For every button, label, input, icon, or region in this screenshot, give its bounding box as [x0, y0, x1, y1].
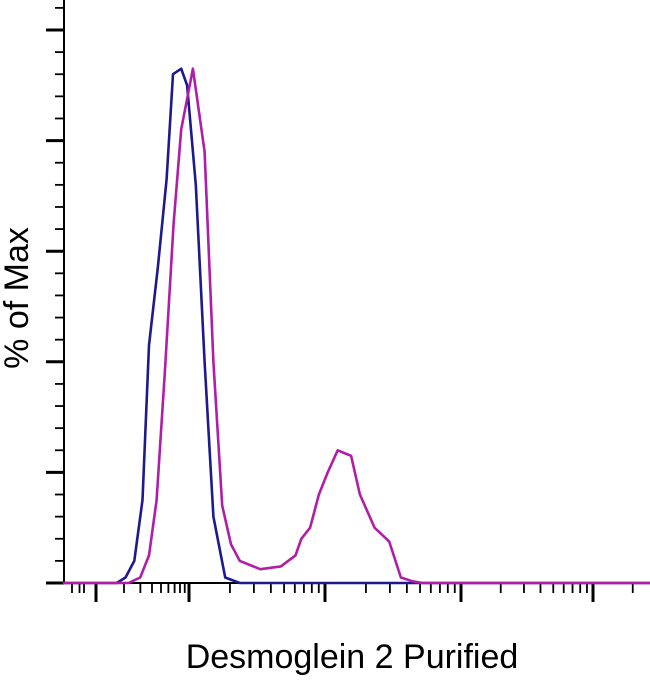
x-axis-label: Desmoglein 2 Purified	[186, 638, 519, 676]
y-axis-ticks	[46, 6, 64, 585]
y-axis-label: % of Max	[0, 227, 36, 369]
series-line-desmoglein-2-purified	[62, 67, 650, 585]
series-line-isotype-control	[62, 67, 650, 585]
x-axis-ticks	[71, 583, 634, 602]
series-layer	[62, 67, 650, 585]
